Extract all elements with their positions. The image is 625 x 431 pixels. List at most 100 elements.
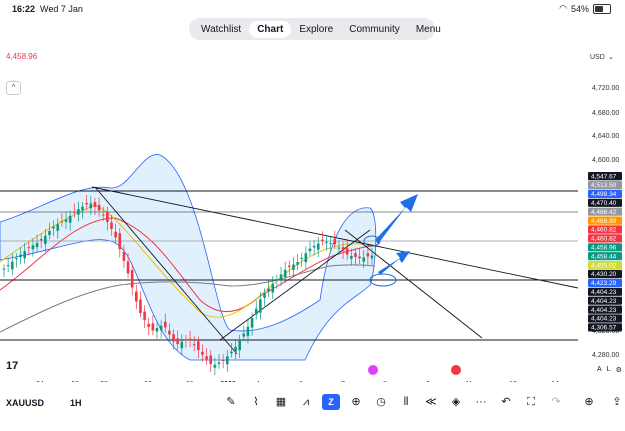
nav-explore[interactable]: Explore [299, 23, 334, 35]
event-marker-icon[interactable] [368, 365, 378, 375]
nav-watchlist[interactable]: Watchlist [201, 23, 242, 35]
candle-body [259, 299, 262, 313]
status-bar: 16:22 Wed 7 Jan ◠ 54% [0, 0, 625, 16]
time-axis-label: 9 [426, 381, 430, 382]
price-tag-label: 4,306.57 [591, 325, 617, 332]
candle-body [60, 221, 64, 223]
candle-body [201, 351, 204, 355]
back-icon[interactable]: ≪ [425, 396, 437, 408]
nav-chart[interactable]: Chart [249, 20, 292, 38]
price-tag-label: 4,458.96 [591, 245, 617, 252]
price-tag-bg [588, 252, 622, 261]
plus-icon[interactable]: ⊕ [351, 396, 361, 408]
redo-icon[interactable]: ↷ [551, 396, 561, 408]
currency-label[interactable]: USD [590, 54, 605, 61]
trendline-up[interactable] [219, 229, 371, 341]
log-scale-toggle[interactable]: L [606, 366, 611, 373]
price-tag-bg [588, 225, 622, 234]
compare-icon[interactable]: ⩘ [302, 396, 310, 408]
price-tag-label: 4,468.80 [591, 218, 617, 225]
candle-body [254, 308, 258, 315]
candle-body [126, 261, 130, 274]
candle-body [288, 265, 291, 267]
price-tag-bg [588, 305, 622, 314]
flag-marker-icon[interactable] [451, 365, 461, 375]
more-icon[interactable]: ··· [475, 396, 487, 408]
candle-body [337, 247, 341, 249]
price-tag-label: 4,404.23 [591, 316, 617, 323]
price-tag-bg [588, 296, 622, 305]
time-axis-label: 30 [144, 381, 152, 382]
currency-caret-icon[interactable]: ⌄ [608, 54, 614, 61]
settings-icon[interactable]: ⚙ [615, 367, 622, 374]
fullscreen-icon[interactable]: ⛶ [527, 396, 535, 408]
candle-body [114, 231, 117, 238]
clock-icon[interactable]: ◷ [376, 396, 386, 408]
candle-body [168, 330, 171, 335]
price-tag-bg [588, 180, 622, 190]
candle-body [316, 243, 320, 250]
templates-icon[interactable]: ▦ [275, 396, 287, 408]
candle-body [184, 339, 188, 341]
candle-body [275, 279, 279, 281]
indicators-icon[interactable]: ⌇ [253, 396, 259, 408]
candle-body [230, 351, 233, 354]
price-tag-label: 4,513.50 [591, 182, 617, 189]
candle-body [271, 283, 275, 293]
candle-body [370, 255, 374, 259]
undo-icon[interactable]: ↶ [501, 396, 511, 408]
layers-icon[interactable]: ◈ [451, 396, 461, 408]
candle-body [308, 248, 312, 252]
top-nav: Watchlist Chart Explore Community Menu [189, 18, 441, 40]
trendline-down-3[interactable] [344, 229, 483, 339]
candle-body [85, 202, 88, 205]
candle-body [44, 235, 47, 244]
candle-body [52, 226, 55, 229]
candle-body [163, 321, 167, 328]
status-time: 16:22 [12, 4, 36, 14]
trendline-down-2[interactable] [94, 186, 238, 355]
time-axis-label: 24 [36, 381, 44, 382]
candle-body [135, 291, 138, 302]
price-tag-label: 4,430.20 [591, 271, 617, 278]
price-tag-bg [588, 243, 622, 252]
candle-body [197, 341, 200, 350]
candle-body [147, 323, 151, 328]
candle-body [362, 257, 366, 262]
candle-body [97, 204, 101, 211]
candle-body [209, 355, 213, 365]
candle-body [180, 341, 184, 349]
share-icon[interactable]: ⇪ [612, 396, 622, 408]
price-tag-label: 4,460.82 [591, 236, 617, 243]
candle-body [68, 215, 72, 223]
interval-label[interactable]: 1H [70, 398, 82, 408]
candle-body [341, 247, 345, 252]
price-chart[interactable]: 4,720.00 4,680.00 4,640.00 4,600.00 4,32… [0, 42, 625, 382]
candle-body [39, 238, 43, 241]
candle-body [358, 256, 361, 259]
candle-body [267, 288, 270, 292]
price-tags: 4,547.67 4,513.50 4,498.34 4,470.40 4,468.42… [588, 172, 622, 332]
price-tag-bg [588, 189, 622, 198]
alert-icon[interactable]: Z [322, 394, 340, 410]
pen-icon[interactable]: ✎ [226, 396, 236, 408]
ma-line-gray [0, 264, 376, 333]
symbol-label[interactable]: XAUUSD [6, 398, 45, 408]
collapse-chevron-icon[interactable]: ^ [6, 81, 21, 95]
candle-body [217, 362, 221, 364]
candle-body [176, 338, 179, 345]
candle-body [2, 268, 6, 270]
replay-icon[interactable]: ⫴ [403, 396, 409, 408]
price-tag-bg [588, 198, 622, 207]
nav-menu[interactable]: Menu [415, 23, 441, 35]
add-icon[interactable]: ⊕ [584, 396, 594, 408]
candle-body [89, 203, 93, 209]
candle-body [56, 224, 60, 231]
price-tag-label: 4,498.34 [591, 191, 617, 198]
time-axis-label: 6 [299, 381, 303, 382]
price-tag-label: 4,404.23 [591, 298, 617, 305]
candle-body [192, 344, 196, 346]
candle-body [263, 293, 266, 298]
nav-community[interactable]: Community [349, 23, 400, 35]
auto-scale-toggle[interactable]: A [597, 366, 602, 373]
